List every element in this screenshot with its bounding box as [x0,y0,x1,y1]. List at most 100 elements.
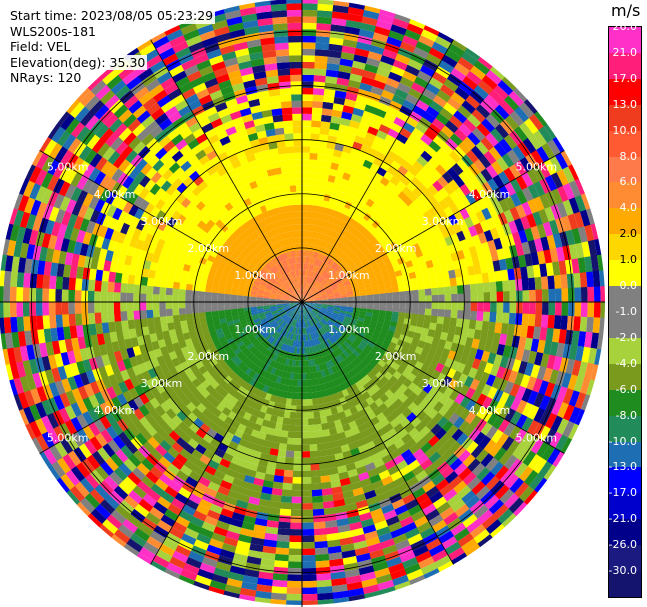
range-gate [349,278,357,284]
range-gate [294,283,298,291]
range-gate [199,138,212,150]
range-gate [548,288,556,302]
range-gate [324,256,331,264]
range-gate [418,93,433,106]
range-gate [302,412,309,419]
range-gate [49,275,57,290]
range-gate [295,237,299,244]
range-gate [373,267,381,275]
range-gate [313,251,319,259]
range-gate [145,137,159,151]
range-gate [168,35,186,48]
range-gate [321,270,327,277]
range-gate [94,156,108,172]
range-gate [314,295,321,299]
range-gate [32,372,43,389]
range-gate [117,210,129,224]
range-gate [329,24,346,33]
range-gate [23,316,31,332]
range-gate [385,292,393,298]
range-gate [62,314,70,328]
range-gate [262,232,270,241]
range-gate [171,116,186,129]
range-gate [301,191,308,199]
range-gate [320,295,328,298]
range-gate [70,187,83,203]
range-gate [111,251,121,264]
range-gate [284,404,292,412]
range-gate [287,288,293,294]
range-gate [176,182,188,194]
range-gate [310,286,316,293]
range-gate [398,285,406,292]
range-gate [290,522,303,530]
range-gate [135,158,148,172]
range-gate [327,229,334,237]
range-gate [176,214,187,225]
range-gate [573,211,585,229]
range-gate [408,149,421,161]
range-gate [256,17,273,27]
range-gate [93,171,106,186]
range-gate [440,142,454,156]
range-gate [381,139,393,151]
range-gate [48,302,56,316]
range-gate [441,54,458,68]
range-gate [313,62,328,70]
range-gate [123,163,136,177]
range-gate [427,156,440,169]
range-gate [536,223,547,239]
range-gate [477,252,487,265]
range-gate [263,295,270,299]
range-gate [334,256,342,264]
range-gate [422,210,433,221]
range-gate [282,304,290,308]
range-gate [386,297,393,302]
range-gate [133,171,146,185]
range-gate [96,258,106,271]
range-gate [532,210,543,226]
range-gate [465,149,479,164]
range-gate [319,291,327,296]
range-gate [350,66,365,77]
range-gate [213,176,225,187]
range-gate [271,108,283,117]
range-gate [270,251,277,259]
range-gate [246,244,255,252]
range-gate [379,219,389,229]
range-gate [257,310,265,314]
range-gate [424,288,432,296]
range-gate [250,302,257,305]
range-gate [294,172,302,179]
range-gate [382,257,391,266]
range-gate [30,199,42,217]
range-gate [288,172,296,180]
range-gate [213,124,226,135]
range-gate [286,444,295,452]
range-gate [366,168,377,179]
range-gate [269,268,276,275]
range-gate [130,154,143,168]
range-gate [106,74,123,91]
range-gate [257,184,266,193]
range-gate [453,145,467,159]
range-gate [160,180,172,192]
range-gate [301,100,313,108]
range-gate [301,55,315,63]
range-gate [138,91,154,106]
range-gate [159,248,169,259]
range-gate [296,399,303,406]
range-gate [332,103,344,112]
range-gate [137,145,151,159]
range-gate [225,285,233,291]
range-gate [218,284,226,290]
range-gate [2,348,10,366]
range-gate [211,297,218,303]
range-gate [298,282,301,290]
range-gate [334,240,341,248]
range-gate [242,260,250,267]
range-gate [262,240,270,248]
range-gate [512,87,528,103]
range-gate [165,287,173,296]
range-gate [528,289,536,302]
